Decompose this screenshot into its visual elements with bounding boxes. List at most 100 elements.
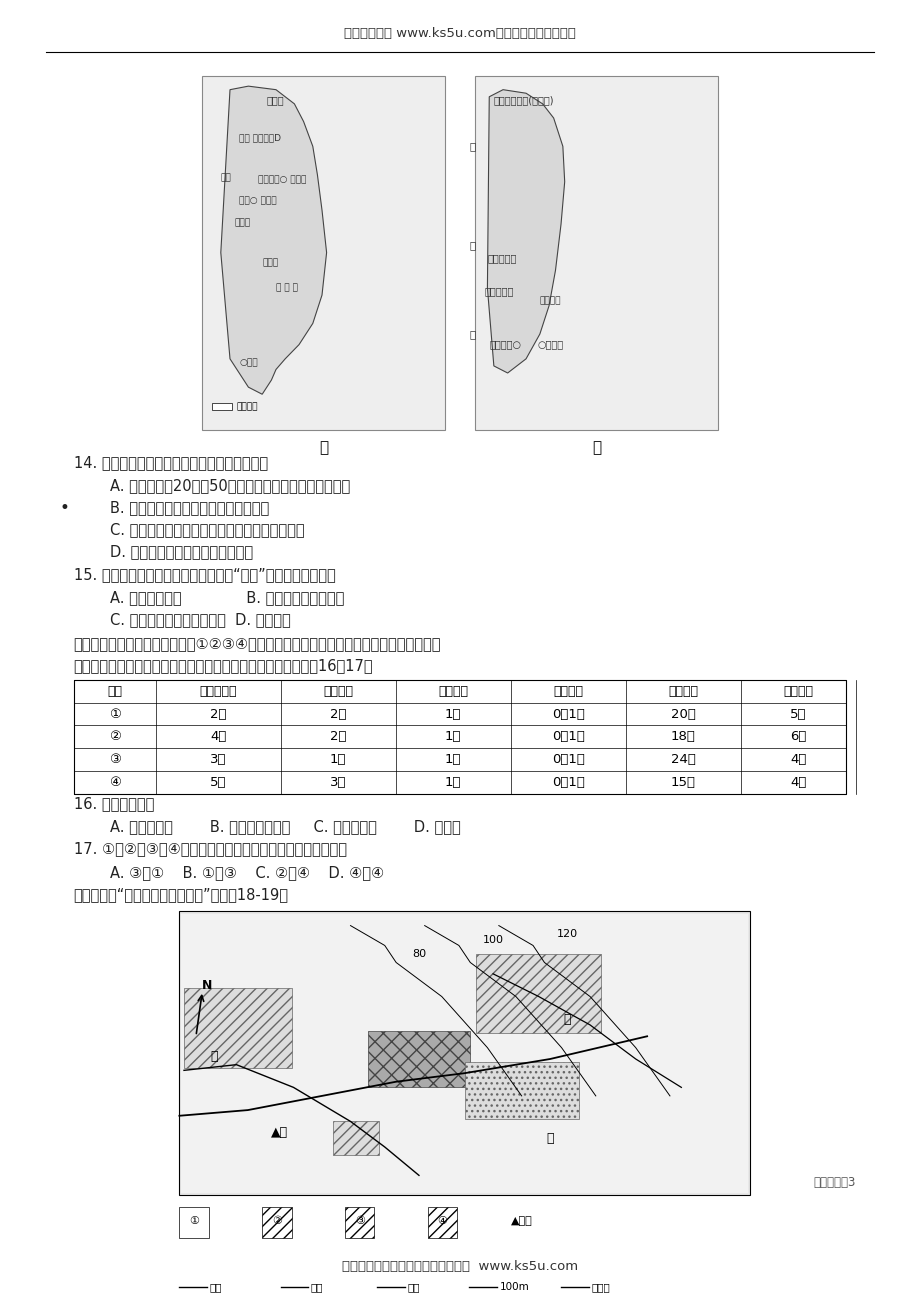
- Text: 高一地理第3: 高一地理第3: [812, 1176, 855, 1189]
- Text: C. 有高等院校、便捷的交通  D. 军事订货: C. 有高等院校、便捷的交通 D. 军事订货: [110, 612, 290, 628]
- Text: ②: ②: [109, 730, 120, 743]
- Text: ③: ③: [109, 754, 120, 767]
- Text: 15. 乙图新工业区发展条件与我国武汉“光谷”相比较，不同的是: 15. 乙图新工业区发展条件与我国武汉“光谷”相比较，不同的是: [74, 566, 335, 582]
- Text: 2元: 2元: [330, 707, 346, 720]
- Bar: [333, 1121, 379, 1155]
- Text: 18元: 18元: [670, 730, 695, 743]
- Text: 土地成本: 土地成本: [437, 685, 468, 698]
- Text: 1元: 1元: [445, 776, 460, 789]
- Text: 太: 太: [469, 142, 475, 151]
- Text: 3元: 3元: [210, 754, 226, 767]
- Text: 甲: 甲: [319, 440, 328, 456]
- Text: 5元: 5元: [789, 707, 805, 720]
- Text: 高考资源网（ www.ks5u.com），您身边的高考专家: 高考资源网（ www.ks5u.com），您身边的高考专家: [344, 27, 575, 40]
- Text: D. 新工业区的工业都以轻工业为主: D. 新工业区的工业都以轻工业为主: [110, 544, 254, 560]
- Text: B. 新工业区的共同特点之一是知识密集: B. 新工业区的共同特点之一是知识密集: [110, 500, 269, 516]
- Bar: [345, 1207, 374, 1237]
- Text: ②: ②: [272, 1216, 281, 1226]
- Bar: [475, 76, 717, 430]
- Bar: [179, 911, 749, 1195]
- Bar: [211, 404, 232, 410]
- Bar: [74, 680, 845, 794]
- Text: ④: ④: [109, 776, 120, 789]
- Text: 圣克拉拉: 圣克拉拉: [539, 296, 561, 305]
- Bar: [202, 76, 444, 430]
- Text: 乙: 乙: [591, 440, 600, 456]
- Text: 17. ①、②、③、④四地中，离甲地最近和离乙地最近的分别为: 17. ①、②、③、④四地中，离甲地最近和离乙地最近的分别为: [74, 841, 346, 857]
- Text: A. 新工业区是20世绍50年代以后形成的高新技术工业区: A. 新工业区是20世绍50年代以后形成的高新技术工业区: [110, 478, 350, 493]
- Text: 里里: 里里: [221, 173, 232, 182]
- Text: 3元: 3元: [330, 776, 346, 789]
- Text: 佛罗门: 佛罗门: [267, 95, 284, 105]
- Text: 1元: 1元: [445, 754, 460, 767]
- Text: 弗家居: 弗家居: [234, 217, 251, 227]
- Text: 经论证，四地生产该产品的单位产品成本如下表所示，据此完成16～17题: 经论证，四地生产该产品的单位产品成本如下表所示，据此完成16～17题: [74, 658, 373, 673]
- Text: 某企业计划利用甲地的原料，在①②③④四地中选择一处进行生产，然后把产品销往乙地。: 某企业计划利用甲地的原料，在①②③④四地中选择一处进行生产，然后把产品销往乙地。: [74, 635, 440, 651]
- Text: 圣弗朗西斯科(旧金山): 圣弗朗西斯科(旧金山): [494, 95, 554, 105]
- Text: 24元: 24元: [670, 754, 695, 767]
- Text: ▲铁矿: ▲铁矿: [510, 1216, 532, 1226]
- Text: 4元: 4元: [789, 776, 805, 789]
- Text: ①: ①: [189, 1216, 199, 1226]
- Polygon shape: [487, 90, 564, 372]
- Text: 甲: 甲: [210, 1049, 218, 1062]
- Bar: [464, 1062, 578, 1118]
- Text: 1元: 1元: [330, 754, 346, 767]
- Bar: [427, 1207, 457, 1237]
- Text: 其他成本: 其他成本: [782, 685, 812, 698]
- Text: N: N: [201, 979, 212, 992]
- Text: 库帕蒂诺○: 库帕蒂诺○: [489, 340, 521, 350]
- Text: •: •: [60, 499, 70, 517]
- Text: 博纳依: 博纳依: [262, 259, 278, 268]
- Polygon shape: [221, 86, 326, 395]
- Text: 1元: 1元: [445, 707, 460, 720]
- Text: 公路: 公路: [407, 1281, 420, 1292]
- Text: 16. 该企业可能是: 16. 该企业可能是: [74, 796, 153, 811]
- Text: 4元: 4元: [789, 754, 805, 767]
- Text: 等高线: 等高线: [591, 1281, 609, 1292]
- Text: 80: 80: [412, 949, 425, 960]
- Text: 4元: 4元: [210, 730, 226, 743]
- Bar: [262, 1207, 291, 1237]
- Bar: [475, 954, 601, 1034]
- Text: 15元: 15元: [670, 776, 695, 789]
- Text: 新工业区: 新工业区: [236, 402, 257, 411]
- Text: 亚亚军区○ 米兰度: 亚亚军区○ 米兰度: [257, 176, 306, 185]
- Text: ③: ③: [355, 1216, 364, 1226]
- Text: ○圣何塞: ○圣何塞: [537, 340, 562, 350]
- Text: 100m: 100m: [499, 1281, 528, 1292]
- Text: 热那○ 博博区: 热那○ 博博区: [239, 197, 277, 206]
- Text: 0．1元: 0．1元: [551, 730, 584, 743]
- Text: 平: 平: [469, 241, 475, 250]
- Text: 河流: 河流: [311, 1281, 323, 1292]
- Text: 工资成本: 工资成本: [667, 685, 698, 698]
- Text: C. 新工业区的共同特点之一是以中小型企业为主: C. 新工业区的共同特点之一是以中小型企业为主: [110, 522, 305, 538]
- Text: 下图是我国“东部某城市规划简图”，回筀18-19题: 下图是我国“东部某城市规划简图”，回筀18-19题: [74, 887, 289, 902]
- Text: A. ③、①    B. ①、③    C. ②、④    D. ④、④: A. ③、① B. ①、③ C. ②、④ D. ④、④: [110, 865, 384, 880]
- Text: A. 地理位置优越              B. 环境优美、气候宜人: A. 地理位置优越 B. 环境优美、气候宜人: [110, 590, 345, 605]
- Text: 斯坦福大学: 斯坦福大学: [487, 253, 516, 263]
- Text: 丙: 丙: [546, 1131, 553, 1144]
- Bar: [179, 1207, 209, 1237]
- Text: 产品运费: 产品运费: [323, 685, 353, 698]
- Text: 丁: 丁: [563, 1013, 571, 1026]
- Text: 1元: 1元: [445, 730, 460, 743]
- Text: 欢迎广大教师踊跃来稿，稿酬丰厚。  www.ks5u.com: 欢迎广大教师踊跃来稿，稿酬丰厚。 www.ks5u.com: [342, 1260, 577, 1273]
- Text: 2元: 2元: [330, 730, 346, 743]
- Text: 原材料运费: 原材料运费: [199, 685, 237, 698]
- Text: ▲乙: ▲乙: [270, 1126, 288, 1139]
- Text: 20元: 20元: [670, 707, 695, 720]
- Text: 6元: 6元: [789, 730, 805, 743]
- Text: 研发成本: 研发成本: [552, 685, 583, 698]
- Bar: [368, 1031, 470, 1087]
- Text: A. 甜菜制糖厂        B. 集成线路制造厂     C. 普通制鞋厂        D. 化工厂: A. 甜菜制糖厂 B. 集成线路制造厂 C. 普通制鞋厂 D. 化工厂: [110, 819, 460, 835]
- Text: 洋: 洋: [469, 329, 475, 339]
- Text: 0．1元: 0．1元: [551, 707, 584, 720]
- Bar: [181, 914, 747, 1193]
- Text: 5元: 5元: [210, 776, 226, 789]
- Text: 100: 100: [482, 935, 503, 945]
- Text: ④: ④: [437, 1216, 447, 1226]
- Text: 都灵 安置等部D: 都灵 安置等部D: [239, 133, 281, 142]
- Text: 14. 下列有关甲、乙新工业区的叙述，正确的是: 14. 下列有关甲、乙新工业区的叙述，正确的是: [74, 454, 267, 470]
- Text: 帕洛阿尔托: 帕洛阿尔托: [484, 286, 514, 297]
